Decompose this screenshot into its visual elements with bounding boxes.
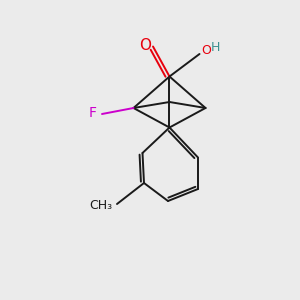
Text: CH₃: CH₃ <box>89 199 112 212</box>
Text: H: H <box>211 41 220 54</box>
Text: O: O <box>140 38 152 52</box>
Text: O: O <box>201 44 211 58</box>
Text: F: F <box>88 106 97 120</box>
